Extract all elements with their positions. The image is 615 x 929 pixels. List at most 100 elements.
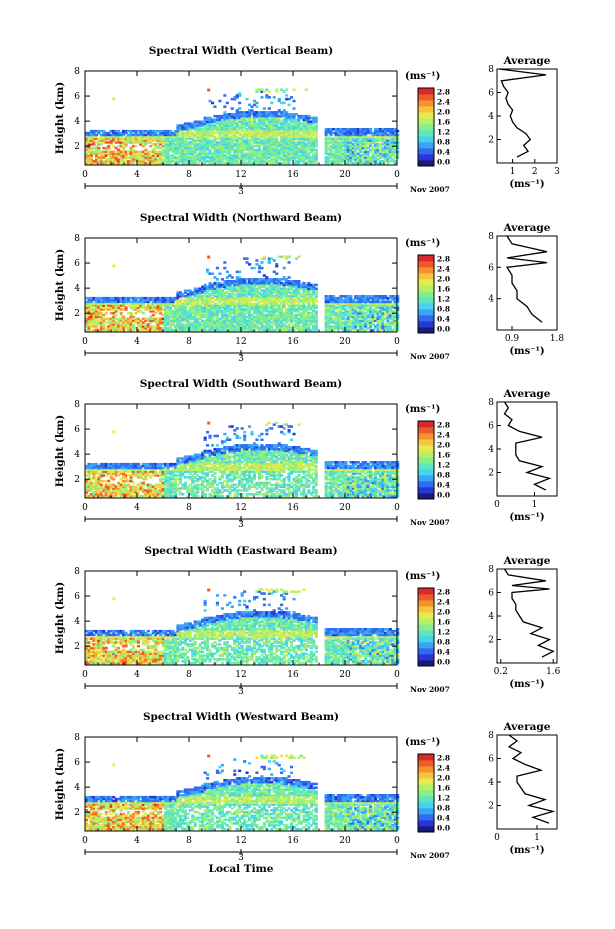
heatmap-cell	[198, 295, 202, 298]
heatmap-cell	[312, 304, 316, 307]
heatmap-cell	[228, 144, 232, 148]
heatmap-cell	[176, 156, 180, 159]
heatmap-cell	[238, 131, 242, 135]
heatmap-cell	[304, 124, 308, 127]
heatmap-cell	[275, 137, 279, 140]
heatmap-cell	[129, 311, 133, 315]
heatmap-cell	[136, 158, 140, 161]
heatmap-cell	[260, 285, 264, 289]
heatmap-cell	[85, 323, 89, 326]
heatmap-cell	[292, 141, 296, 144]
heatmap-cell	[356, 296, 360, 300]
heatmap-cell	[294, 283, 298, 287]
heatmap-cell	[141, 135, 145, 138]
heatmap-cell	[314, 120, 318, 123]
heatmap-cell	[334, 139, 338, 142]
heatmap-cell	[304, 327, 308, 330]
heatmap-cell	[141, 160, 145, 163]
heatmap-cell	[299, 287, 303, 290]
heatmap-cell	[159, 150, 163, 154]
heatmap-cell	[292, 122, 296, 125]
heatmap-cell	[203, 156, 207, 159]
heatmap-cell	[351, 317, 355, 321]
heatmap-cell	[282, 154, 286, 157]
heatmap-cell	[329, 313, 333, 317]
heatmap-cell	[314, 135, 318, 138]
heatmap-cell	[154, 131, 158, 135]
heatmap-cell	[374, 298, 378, 302]
heatmap-cell	[349, 129, 353, 133]
heatmap-cell	[196, 120, 200, 123]
heatmap-cell	[211, 321, 215, 324]
heatmap-cell	[260, 327, 264, 330]
heatmap-cell	[277, 118, 281, 122]
heatmap-cell	[198, 154, 202, 157]
heatmap-cell	[146, 135, 150, 138]
heatmap-cell	[314, 300, 318, 304]
heatmap-cell	[366, 161, 370, 165]
heatmap-cell	[248, 306, 252, 309]
heatmap-cell	[386, 300, 390, 304]
heatmap-cell	[131, 129, 135, 133]
heatmap-cell	[230, 131, 234, 135]
heatmap-cell	[238, 111, 242, 114]
heatmap-cell	[265, 128, 269, 131]
heatmap-cell	[225, 306, 229, 309]
heatmap-cell	[215, 319, 219, 322]
heatmap-cell	[267, 135, 271, 138]
heatmap-cell	[388, 137, 392, 140]
heatmap-cell	[255, 128, 259, 131]
average-x-label: (ms⁻¹)	[509, 179, 544, 190]
heatmap-cell	[141, 161, 145, 165]
heatmap-cell	[181, 148, 185, 152]
heatmap-cell	[265, 325, 269, 328]
heatmap-cell	[374, 137, 378, 140]
heatmap-cell	[94, 154, 98, 157]
heatmap-cell	[383, 150, 387, 154]
heatmap-cell	[131, 158, 135, 161]
heatmap-cell	[136, 156, 140, 159]
heatmap-cell	[327, 321, 331, 324]
heatmap-cell	[290, 317, 294, 321]
heatmap-cell	[176, 321, 180, 324]
heatmap-cell	[122, 296, 126, 300]
heatmap-cell	[329, 296, 333, 300]
heatmap-cell	[218, 150, 222, 154]
heatmap-cell	[183, 139, 187, 142]
heatmap-cell	[304, 287, 308, 290]
heatmap-cell	[139, 300, 143, 304]
heatmap-cell	[312, 143, 316, 146]
heatmap-cell	[139, 133, 143, 137]
heatmap-cell	[215, 126, 219, 129]
heatmap-cell	[206, 291, 210, 294]
heatmap-cell	[156, 302, 160, 305]
heatmap-cell	[248, 133, 252, 137]
heatmap-cell	[285, 143, 289, 146]
heatmap-cell	[134, 317, 138, 321]
heatmap-cell	[114, 325, 118, 328]
heatmap-cell	[124, 317, 128, 321]
heatmap-cell	[381, 298, 385, 302]
heatmap-cell	[191, 328, 195, 332]
heatmap-cell	[302, 296, 306, 300]
heatmap-cell	[334, 300, 338, 304]
heatmap-cell	[191, 137, 195, 140]
heatmap-cell	[94, 304, 98, 307]
heatmap-cell	[270, 152, 274, 155]
heatmap-cell	[122, 160, 126, 163]
heatmap-cell	[87, 146, 91, 150]
heatmap-cell	[87, 304, 91, 307]
heatmap-cell	[230, 321, 234, 324]
heatmap-cell	[186, 158, 190, 161]
heatmap-cell	[183, 152, 187, 155]
heatmap-cell	[171, 315, 175, 319]
heatmap-cell	[378, 325, 382, 328]
heatmap-cell	[386, 321, 390, 324]
heatmap-cell	[307, 296, 311, 300]
heatmap-cell	[304, 306, 308, 309]
heatmap-cell	[336, 317, 340, 321]
heatmap-cell	[176, 143, 180, 146]
heatmap-cell	[171, 146, 175, 150]
heatmap-cell	[354, 144, 358, 148]
heatmap-cell	[287, 129, 291, 133]
